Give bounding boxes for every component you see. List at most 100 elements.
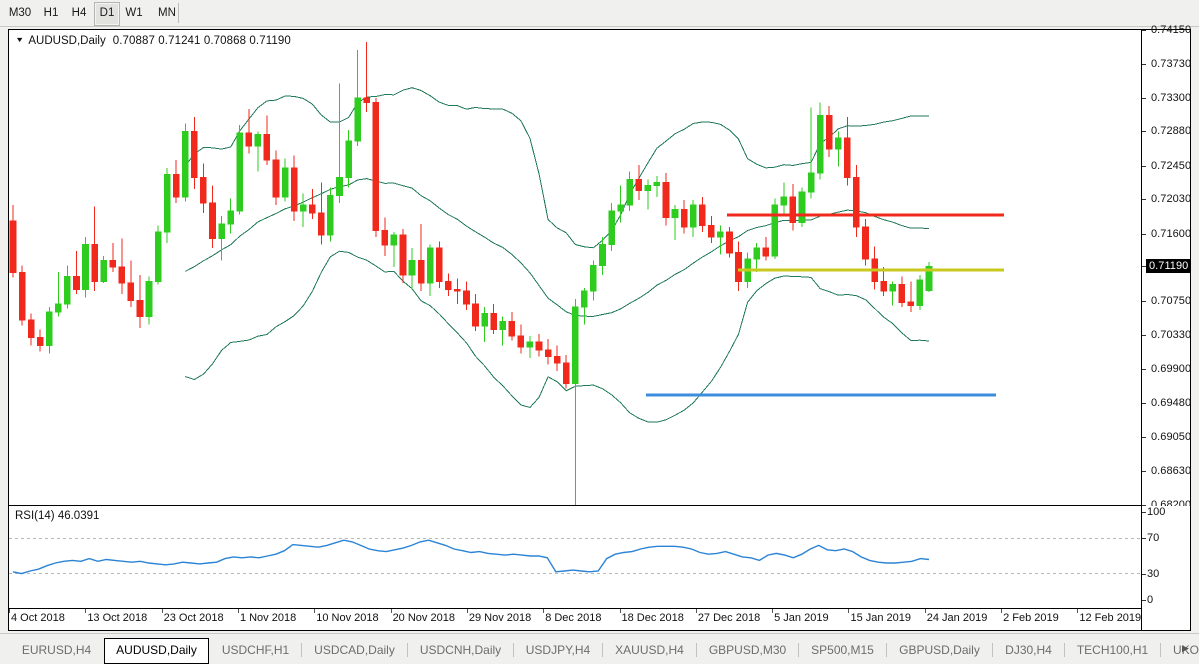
candle-body bbox=[172, 174, 180, 198]
candle-body bbox=[254, 134, 262, 147]
candle-body bbox=[644, 185, 652, 191]
candle-body bbox=[327, 194, 334, 236]
timeframe-m30-button[interactable]: M30 bbox=[8, 7, 32, 19]
timeframe-toolbar: M30 H1 H4 D1 W1 MN bbox=[0, 0, 1199, 27]
candle-body bbox=[835, 137, 842, 150]
time-axis-label: 8 Dec 2018 bbox=[545, 612, 602, 624]
candle-body bbox=[726, 231, 733, 254]
time-axis-label: 4 Oct 2018 bbox=[11, 612, 65, 624]
rsi-tick bbox=[1142, 600, 1146, 601]
candle-body bbox=[898, 284, 906, 303]
candle-body bbox=[82, 244, 89, 290]
price-scale-label: 0.73730 bbox=[1151, 57, 1192, 70]
data-window-label: ▼ AUDUSD,Daily 0.70887 0.71241 0.70868 0.7… bbox=[14, 34, 291, 48]
pane-divider bbox=[9, 505, 1141, 506]
candle-body bbox=[544, 349, 552, 358]
candle-body bbox=[372, 102, 380, 231]
symbol-tab-xauusd-h4[interactable]: XAUUSD,H4 bbox=[615, 643, 684, 657]
time-axis[interactable]: 4 Oct 2018 13 Oct 2018 23 Oct 2018 1 Nov 20… bbox=[9, 609, 1141, 630]
candle-body bbox=[608, 210, 615, 246]
candle-body bbox=[182, 130, 189, 198]
price-tick bbox=[1142, 166, 1146, 167]
chart-window[interactable]: ▼ AUDUSD,Daily 0.70887 0.71241 0.70868 0.7… bbox=[8, 24, 1192, 631]
candle-body bbox=[290, 167, 298, 212]
candle-body bbox=[191, 130, 198, 179]
time-tick bbox=[543, 609, 544, 613]
tab-scroll-next-icon[interactable]: ▶ bbox=[1182, 643, 1189, 653]
candle-body bbox=[127, 282, 135, 302]
price-tick bbox=[1142, 301, 1146, 302]
symbol-tab-usdchf-h1[interactable]: USDCHF,H1 bbox=[221, 643, 290, 657]
price-scale-label: 0.71600 bbox=[1151, 227, 1192, 240]
candle-body bbox=[662, 182, 670, 219]
candle-body bbox=[689, 204, 697, 228]
candle-body bbox=[64, 276, 71, 305]
candle-body bbox=[889, 284, 897, 292]
price-tick bbox=[1142, 199, 1146, 200]
symbol-tab-tech100-h1[interactable]: TECH100,H1 bbox=[1076, 643, 1149, 657]
candle-body bbox=[853, 177, 860, 228]
rsi-plot[interactable] bbox=[9, 506, 1141, 608]
time-tick bbox=[925, 609, 926, 613]
candle-body bbox=[336, 177, 343, 196]
timeframe-d1-button[interactable]: D1 bbox=[94, 2, 120, 26]
tab-divider bbox=[886, 643, 887, 657]
symbol-tab-dj30-h4[interactable]: DJ30,H4 bbox=[1005, 643, 1052, 657]
time-tick bbox=[391, 609, 392, 613]
scale-divider bbox=[1141, 30, 1142, 630]
price-tick bbox=[1142, 471, 1146, 472]
rsi-scale-label: 30 bbox=[1147, 567, 1160, 580]
symbol-tab-gbpusd-m30[interactable]: GBPUSD,M30 bbox=[708, 643, 787, 657]
candle-body bbox=[236, 132, 243, 212]
timeframe-h1-button[interactable]: H1 bbox=[43, 7, 59, 19]
price-tick bbox=[1142, 369, 1146, 370]
candle-body bbox=[825, 114, 833, 150]
candle-body bbox=[381, 229, 389, 246]
candle-body bbox=[100, 260, 108, 282]
rsi-pane[interactable]: RSI(14) 46.0391 bbox=[9, 506, 1141, 608]
candle-body bbox=[272, 159, 280, 198]
candle-body bbox=[526, 341, 534, 348]
symbol-tab-audusd-daily[interactable]: AUDUSD,Daily bbox=[104, 638, 209, 664]
tab-divider bbox=[1160, 643, 1161, 657]
time-tick bbox=[1077, 609, 1078, 613]
time-tick bbox=[620, 609, 621, 613]
candle-body bbox=[626, 178, 634, 206]
time-tick bbox=[467, 609, 468, 613]
candle-series bbox=[9, 42, 933, 505]
price-scale-label: 0.70750 bbox=[1151, 295, 1192, 308]
candle-body bbox=[390, 234, 398, 246]
candle-body bbox=[708, 225, 715, 238]
symbol-tab-gbpusd-daily[interactable]: GBPUSD,Daily bbox=[899, 643, 980, 657]
price-tick bbox=[1142, 131, 1146, 132]
symbol-tab-sp500-m15[interactable]: SP500,M15 bbox=[811, 643, 874, 657]
price-scale[interactable]: 0.74150 0.73730 0.73300 0.72880 0.72450 0.720… bbox=[1142, 24, 1192, 511]
price-tick bbox=[1142, 403, 1146, 404]
candle-body bbox=[118, 266, 126, 284]
candle-body bbox=[27, 319, 35, 338]
candle-body bbox=[499, 320, 506, 330]
symbol-tab-eurusd-h4[interactable]: EURUSD,H4 bbox=[21, 643, 92, 657]
symbol-tab-usdcad-daily[interactable]: USDCAD,Daily bbox=[314, 643, 395, 657]
rsi-scale[interactable]: 100 70 30 0 bbox=[1142, 506, 1190, 608]
time-tick bbox=[314, 609, 315, 613]
rsi-scale-label: 70 bbox=[1147, 532, 1160, 545]
candle-body bbox=[408, 260, 416, 276]
candle-body bbox=[309, 204, 316, 214]
timeframe-h4-button[interactable]: H4 bbox=[71, 7, 87, 19]
symbol-tab-bar[interactable]: EURUSD,H4 AUDUSD,Daily USDCHF,H1 USDCAD,Dai… bbox=[0, 633, 1199, 664]
candle-body bbox=[73, 276, 80, 290]
symbol-tab-usdjpy-h4[interactable]: USDJPY,H4 bbox=[525, 643, 591, 657]
price-pane[interactable]: ▼ AUDUSD,Daily 0.70887 0.71241 0.70868 0.7… bbox=[9, 30, 1141, 505]
price-tick bbox=[1142, 234, 1146, 235]
candlestick-plot[interactable] bbox=[9, 30, 1141, 505]
timeframe-w1-button[interactable]: W1 bbox=[125, 7, 143, 19]
symbol-tab-uko[interactable]: UKO bbox=[1172, 643, 1199, 657]
candle-body bbox=[36, 336, 44, 346]
symbol-tab-usdcnh-daily[interactable]: USDCNH,Daily bbox=[419, 643, 502, 657]
timeframe-mn-button[interactable]: MN bbox=[158, 7, 176, 19]
candle-body bbox=[91, 244, 98, 282]
triangle-down-icon[interactable]: ▼ bbox=[15, 36, 25, 44]
candle-body bbox=[907, 301, 915, 306]
time-tick bbox=[1001, 609, 1002, 613]
